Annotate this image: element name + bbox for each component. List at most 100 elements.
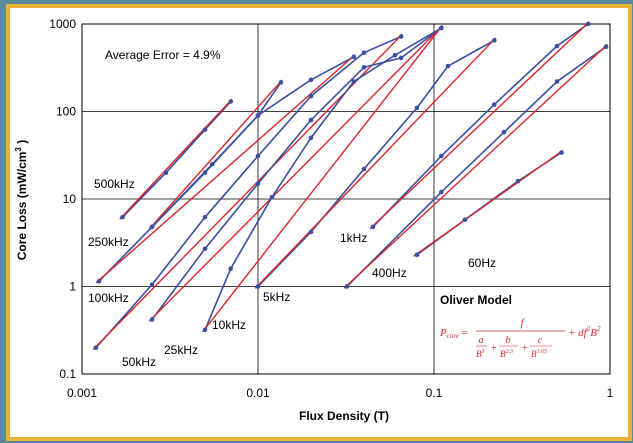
data-point — [554, 43, 560, 49]
formula-term-c-b: B — [531, 349, 537, 359]
series-50khz — [92, 33, 404, 351]
series-500khz — [119, 98, 234, 220]
model-line — [254, 37, 497, 289]
formula-plus-1: + — [491, 343, 497, 354]
formula-term-a-b: B — [476, 349, 482, 359]
data-point — [149, 317, 155, 322]
series-25khz — [148, 25, 444, 322]
data-point — [202, 127, 208, 132]
data-point — [202, 246, 208, 252]
data-point — [351, 54, 357, 60]
data-point — [438, 153, 444, 159]
formula-term-a-den: B3 — [476, 349, 485, 359]
data-point — [269, 194, 275, 200]
data-point — [554, 79, 560, 84]
series-group — [92, 21, 609, 351]
formula-term-b-den: B2.3 — [500, 349, 513, 359]
formula-lhs-sub: core — [447, 332, 459, 340]
data-point — [255, 113, 261, 118]
measured-line — [98, 56, 355, 282]
model-line — [343, 43, 609, 289]
y-tick-label: 1 — [69, 280, 76, 294]
data-point — [255, 284, 261, 289]
data-point — [228, 266, 234, 271]
data-point — [414, 105, 420, 111]
y-tick-label: 10 — [63, 192, 77, 206]
data-point — [398, 34, 404, 39]
series-5khz — [254, 37, 497, 289]
series-400hz — [343, 43, 609, 289]
data-point — [361, 50, 367, 55]
data-point — [149, 282, 155, 287]
formula-term-a: a — [479, 335, 484, 346]
series-labels: 500kHz 250kHz 100kHz 50kHz 25kHz 10kHz 5kHz 1kH… — [88, 177, 496, 369]
x-axis-title: Flux Density (T) — [299, 409, 389, 423]
formula-term-b-b: B — [500, 349, 506, 359]
model-line — [413, 149, 564, 257]
x-tick-label: 1 — [607, 386, 614, 400]
series-10khz — [202, 24, 444, 333]
series-100khz — [95, 54, 357, 284]
y-tick-label: 100 — [56, 105, 76, 119]
data-point — [491, 102, 497, 107]
data-point — [308, 135, 314, 141]
oliver-formula: Pcore = f a B3 + b B2.3 + c B1.65 + df2B… — [439, 317, 601, 359]
formula-numerator: f — [520, 317, 525, 329]
formula-lhs-p: P — [439, 327, 447, 339]
data-point — [445, 63, 451, 69]
formula-tail-df: + df — [568, 327, 589, 339]
series-label: 50kHz — [122, 355, 156, 369]
data-point — [491, 38, 497, 43]
formula-eq: = — [459, 327, 468, 339]
series-label: 1kHz — [340, 231, 367, 245]
data-point — [202, 214, 208, 220]
data-point — [308, 93, 314, 99]
series-label: 250kHz — [88, 235, 129, 249]
series-1khz — [369, 21, 591, 230]
x-tick-label: 0.01 — [246, 386, 270, 400]
formula-term-a-exp: 3 — [481, 349, 485, 355]
formula-term-c-exp: 1.65 — [537, 349, 548, 355]
data-point — [414, 252, 420, 258]
data-point — [370, 224, 376, 230]
formula-lhs: Pcore = — [439, 327, 468, 340]
model-line — [202, 24, 444, 333]
data-point — [120, 214, 125, 220]
data-point — [398, 55, 404, 61]
data-point — [278, 80, 284, 85]
formula-tail-exp2: 2 — [597, 325, 601, 333]
series-label: 60Hz — [468, 256, 496, 270]
y-axis-title-sup: 3 — [14, 147, 23, 152]
model-line — [369, 21, 590, 230]
series-label: 10kHz — [212, 318, 246, 332]
data-point — [361, 64, 367, 70]
model-title: Oliver Model — [440, 293, 512, 307]
series-label: 25kHz — [164, 343, 198, 357]
data-point — [438, 189, 444, 195]
data-point — [361, 166, 367, 172]
data-point — [585, 21, 591, 27]
tick-labels: 0.001 0.01 0.1 1 0.1 1 10 100 1000 — [49, 17, 613, 400]
series-60hz — [413, 149, 564, 258]
y-axis-title-tail: ) — [15, 140, 29, 147]
data-point — [515, 178, 521, 184]
data-point — [559, 150, 564, 155]
data-point — [344, 284, 350, 289]
series-label: 5kHz — [263, 290, 290, 304]
model-line — [148, 25, 444, 322]
formula-term-c-den: B1.65 — [531, 349, 547, 359]
x-tick-label: 0.1 — [426, 386, 443, 400]
y-axis-title: Core Loss (mW/cm3 ) — [14, 140, 29, 260]
measured-line — [257, 39, 495, 288]
data-point — [438, 25, 444, 31]
data-point — [308, 229, 314, 235]
data-point — [392, 52, 398, 58]
y-tick-label: 1000 — [49, 17, 76, 31]
data-point — [308, 117, 314, 123]
measured-line — [121, 100, 232, 218]
formula-term-b: b — [506, 335, 511, 346]
formula-tail-exp1: 2 — [587, 325, 591, 333]
data-point — [202, 170, 208, 175]
